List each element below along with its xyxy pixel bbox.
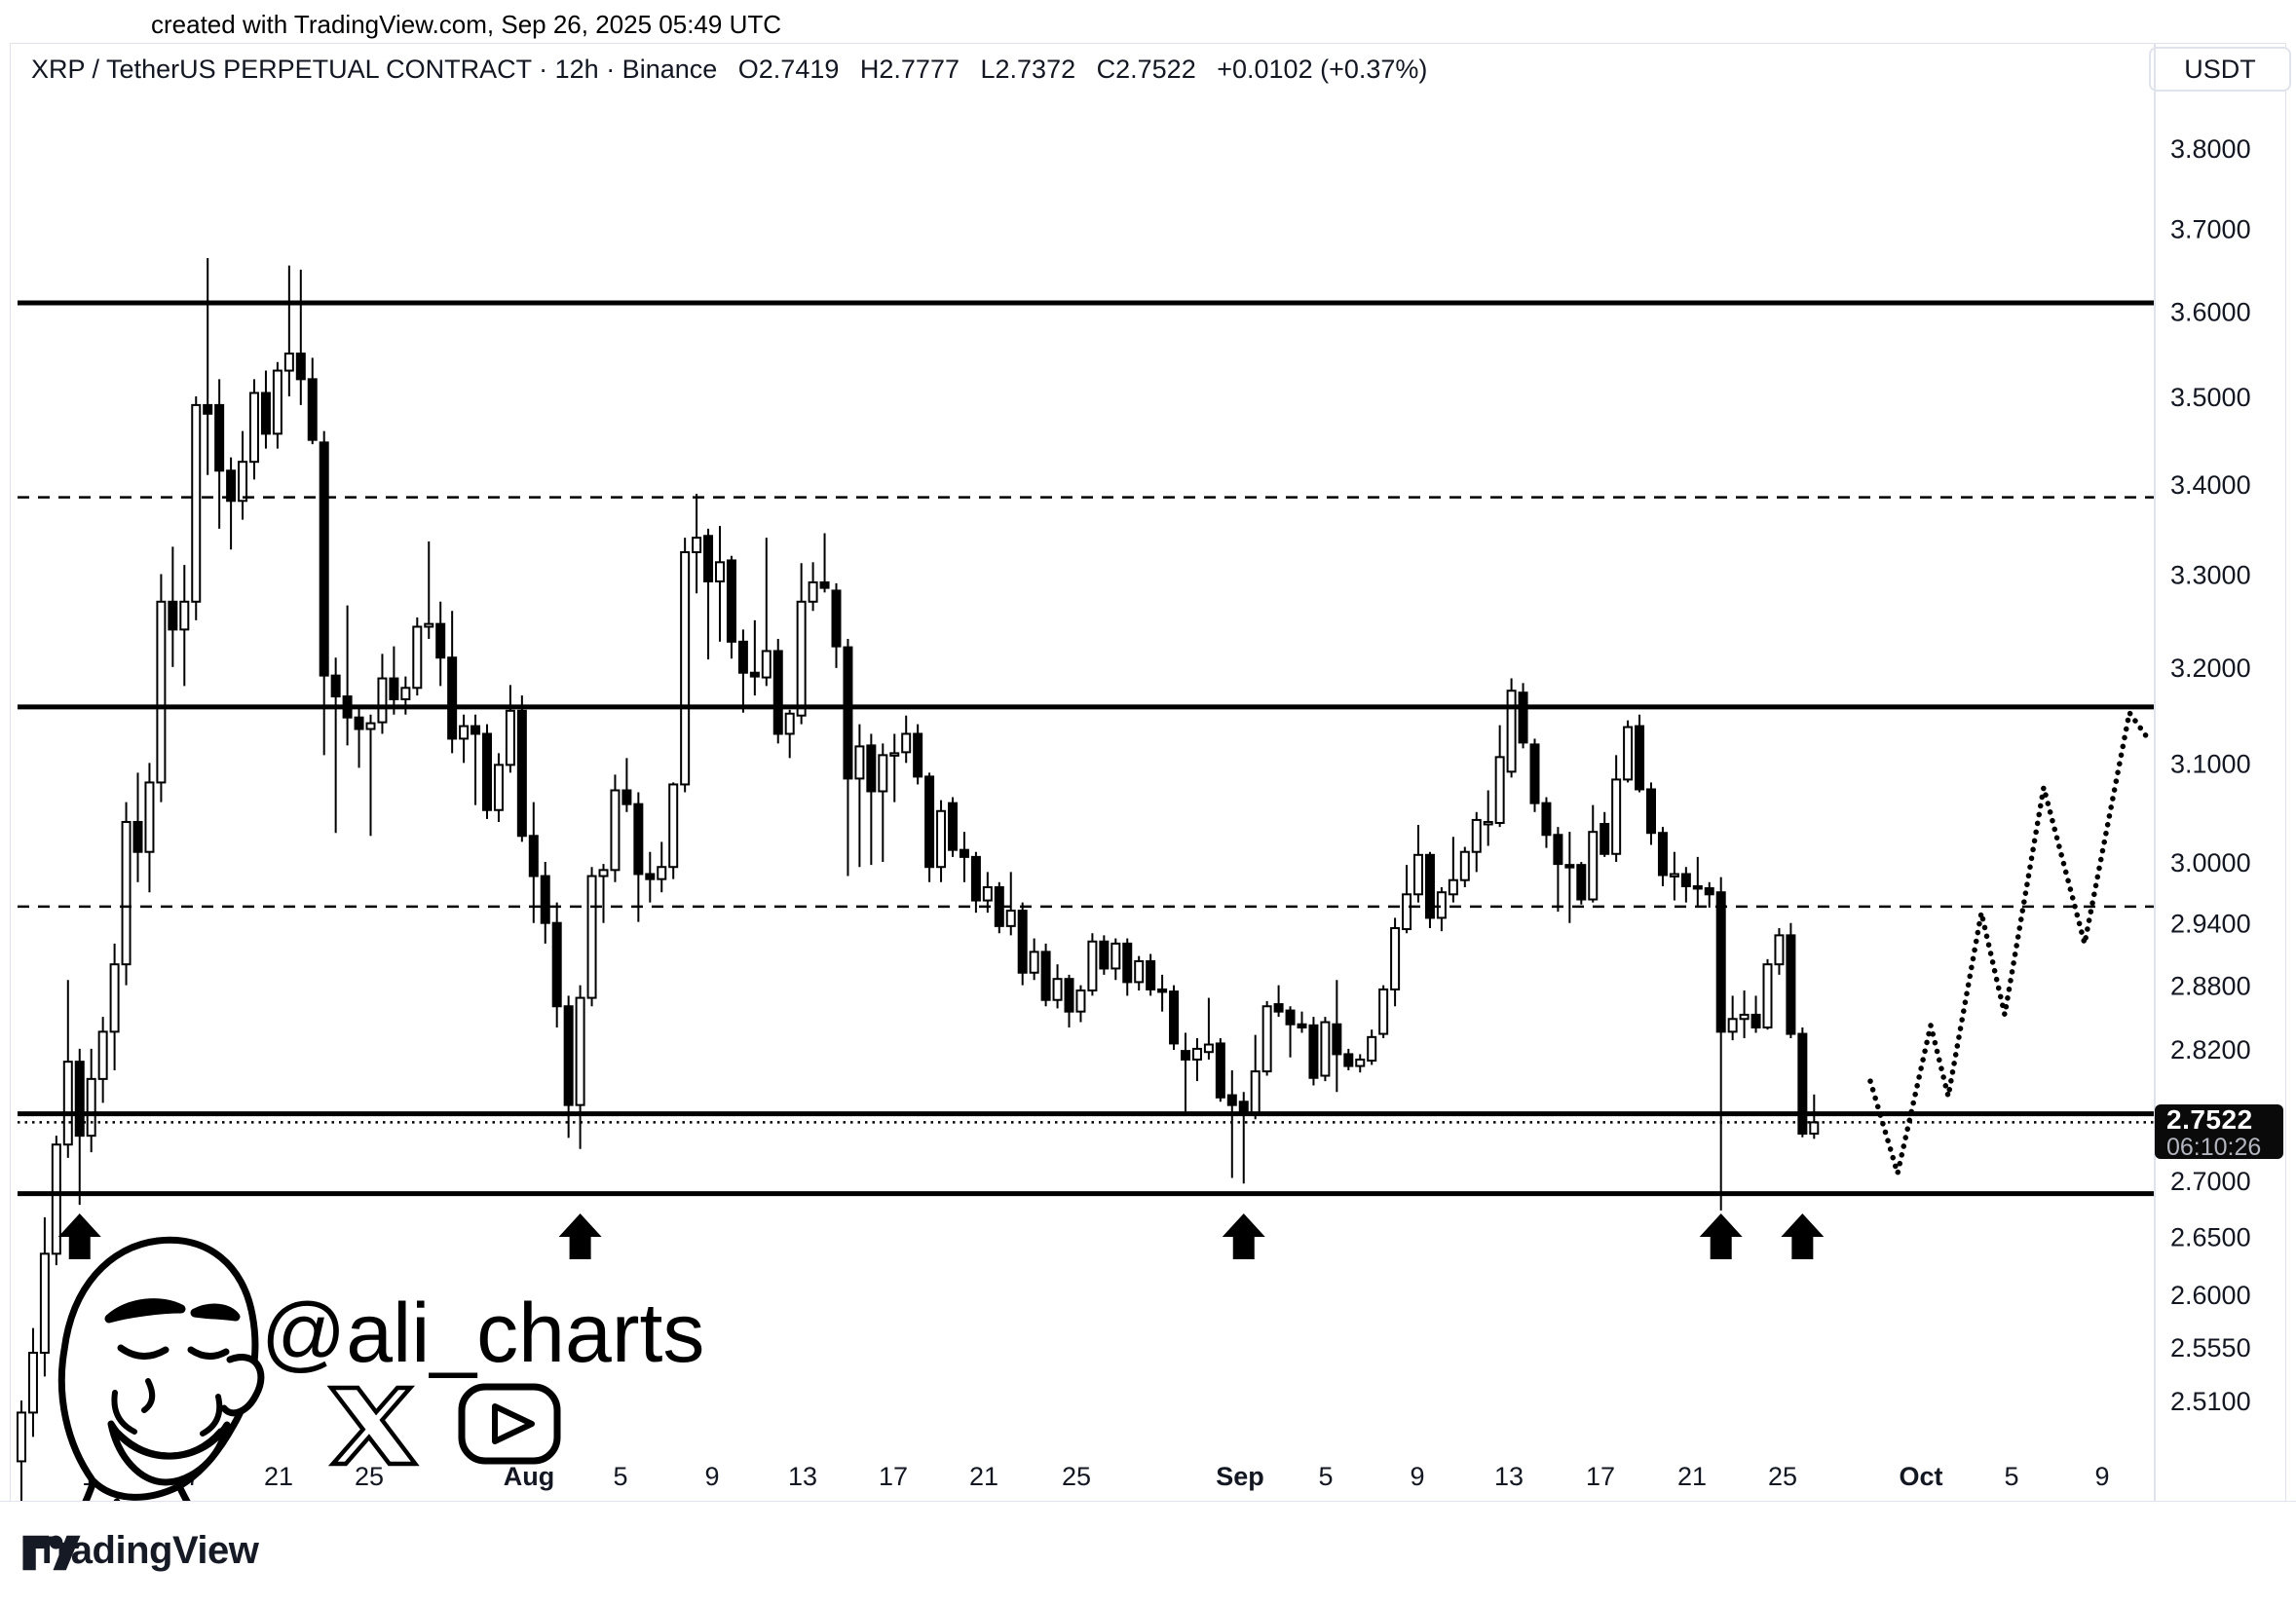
time-axis-label: 17: [879, 1462, 908, 1491]
up-arrow-marker: [1222, 1213, 1265, 1259]
price-axis-label: 2.6500: [2170, 1223, 2251, 1252]
price-axis-label: 3.7000: [2170, 215, 2251, 244]
price-axis-label: 3.2000: [2170, 653, 2251, 683]
price-axis-label: 3.1000: [2170, 749, 2251, 778]
price-axis[interactable]: 3.8000 3.7000 3.6000 3.5000 3.4000 3.3000 3.20…: [2154, 43, 2251, 1501]
signal-arrows-layer: [57, 1213, 1825, 1259]
x-logo-icon: [326, 1385, 420, 1467]
price-axis-label: 2.5550: [2170, 1333, 2251, 1362]
time-axis-label: Sep: [1216, 1462, 1264, 1491]
time-axis-label: 13: [1494, 1462, 1524, 1491]
projection-dotted-path: [1867, 710, 2149, 1176]
price-change: +0.0102 (+0.37%): [1217, 55, 1428, 84]
time-axis-label: 9: [1410, 1462, 1424, 1491]
symbol-title: XRP / TetherUS PERPETUAL CONTRACT · 12h …: [31, 55, 718, 84]
time-axis-label: 9: [2094, 1462, 2109, 1491]
time-axis-label: 21: [969, 1462, 998, 1491]
currency-toggle-button[interactable]: USDT: [2149, 47, 2291, 92]
tradingview-logo-mark: [22, 1535, 81, 1571]
price-axis-label: 2.7000: [2170, 1167, 2251, 1196]
price-axis-label: 3.0000: [2170, 848, 2251, 877]
price-axis-label: 3.6000: [2170, 298, 2251, 327]
youtube-icon: [458, 1383, 561, 1465]
ohlc-open: O2.7419: [737, 55, 840, 84]
time-axis-label: 13: [788, 1462, 817, 1491]
up-arrow-marker: [1781, 1213, 1825, 1259]
ohlc-high: H2.7777: [859, 55, 960, 84]
tradingview-logo: TradingView: [21, 1529, 259, 1573]
last-price-badge: 2.7522 06:10:26: [2155, 1104, 2283, 1161]
time-axis-label: 21: [1677, 1462, 1707, 1491]
price-axis-label: 2.5100: [2170, 1387, 2251, 1416]
up-arrow-marker: [558, 1213, 602, 1259]
up-arrow-marker: [1699, 1213, 1743, 1259]
time-axis-label: 25: [1768, 1462, 1797, 1491]
price-axis-label: 3.3000: [2170, 560, 2251, 589]
ohlc-low: L2.7372: [980, 55, 1076, 84]
time-axis-label: 5: [2004, 1462, 2018, 1491]
price-axis-label: 3.4000: [2170, 470, 2251, 500]
bar-countdown: 06:10:26: [2166, 1134, 2262, 1161]
time-axis-label: Oct: [1899, 1462, 1942, 1491]
ohlc-close: C2.7522: [1096, 55, 1196, 84]
chart-legend: XRP / TetherUS PERPETUAL CONTRACT · 12h …: [31, 55, 1441, 85]
last-price-value: 2.7522: [2166, 1104, 2253, 1135]
price-axis-label: 2.6000: [2170, 1281, 2251, 1310]
price-axis-label: 2.8200: [2170, 1035, 2251, 1064]
up-arrow-marker: [57, 1213, 101, 1259]
time-axis-label: 17: [1586, 1462, 1615, 1491]
horizontal-levels-layer: [18, 300, 2155, 1197]
time-axis-label: 9: [704, 1462, 719, 1491]
time-axis-label: 5: [1318, 1462, 1333, 1491]
price-axis-label: 2.9400: [2170, 910, 2251, 939]
candles-layer: [17, 258, 1820, 1512]
attribution-text: created with TradingView.com, Sep 26, 20…: [151, 10, 782, 39]
price-axis-label: 3.5000: [2170, 383, 2251, 412]
time-axis[interactable]: 13172125Aug5913172125Sep5913172125Oct59: [82, 1462, 2110, 1491]
time-axis-label: 5: [613, 1462, 627, 1491]
time-axis-label: 21: [264, 1462, 293, 1491]
time-axis-label: Aug: [504, 1462, 554, 1491]
watermark-handle: @ali_charts: [261, 1287, 704, 1380]
time-axis-label: 25: [1062, 1462, 1091, 1491]
time-axis-label: 25: [355, 1462, 384, 1491]
price-axis-label: 2.8800: [2170, 972, 2251, 1001]
footer-bar: TradingView: [0, 1501, 2296, 1605]
price-axis-label: 3.8000: [2170, 134, 2251, 164]
